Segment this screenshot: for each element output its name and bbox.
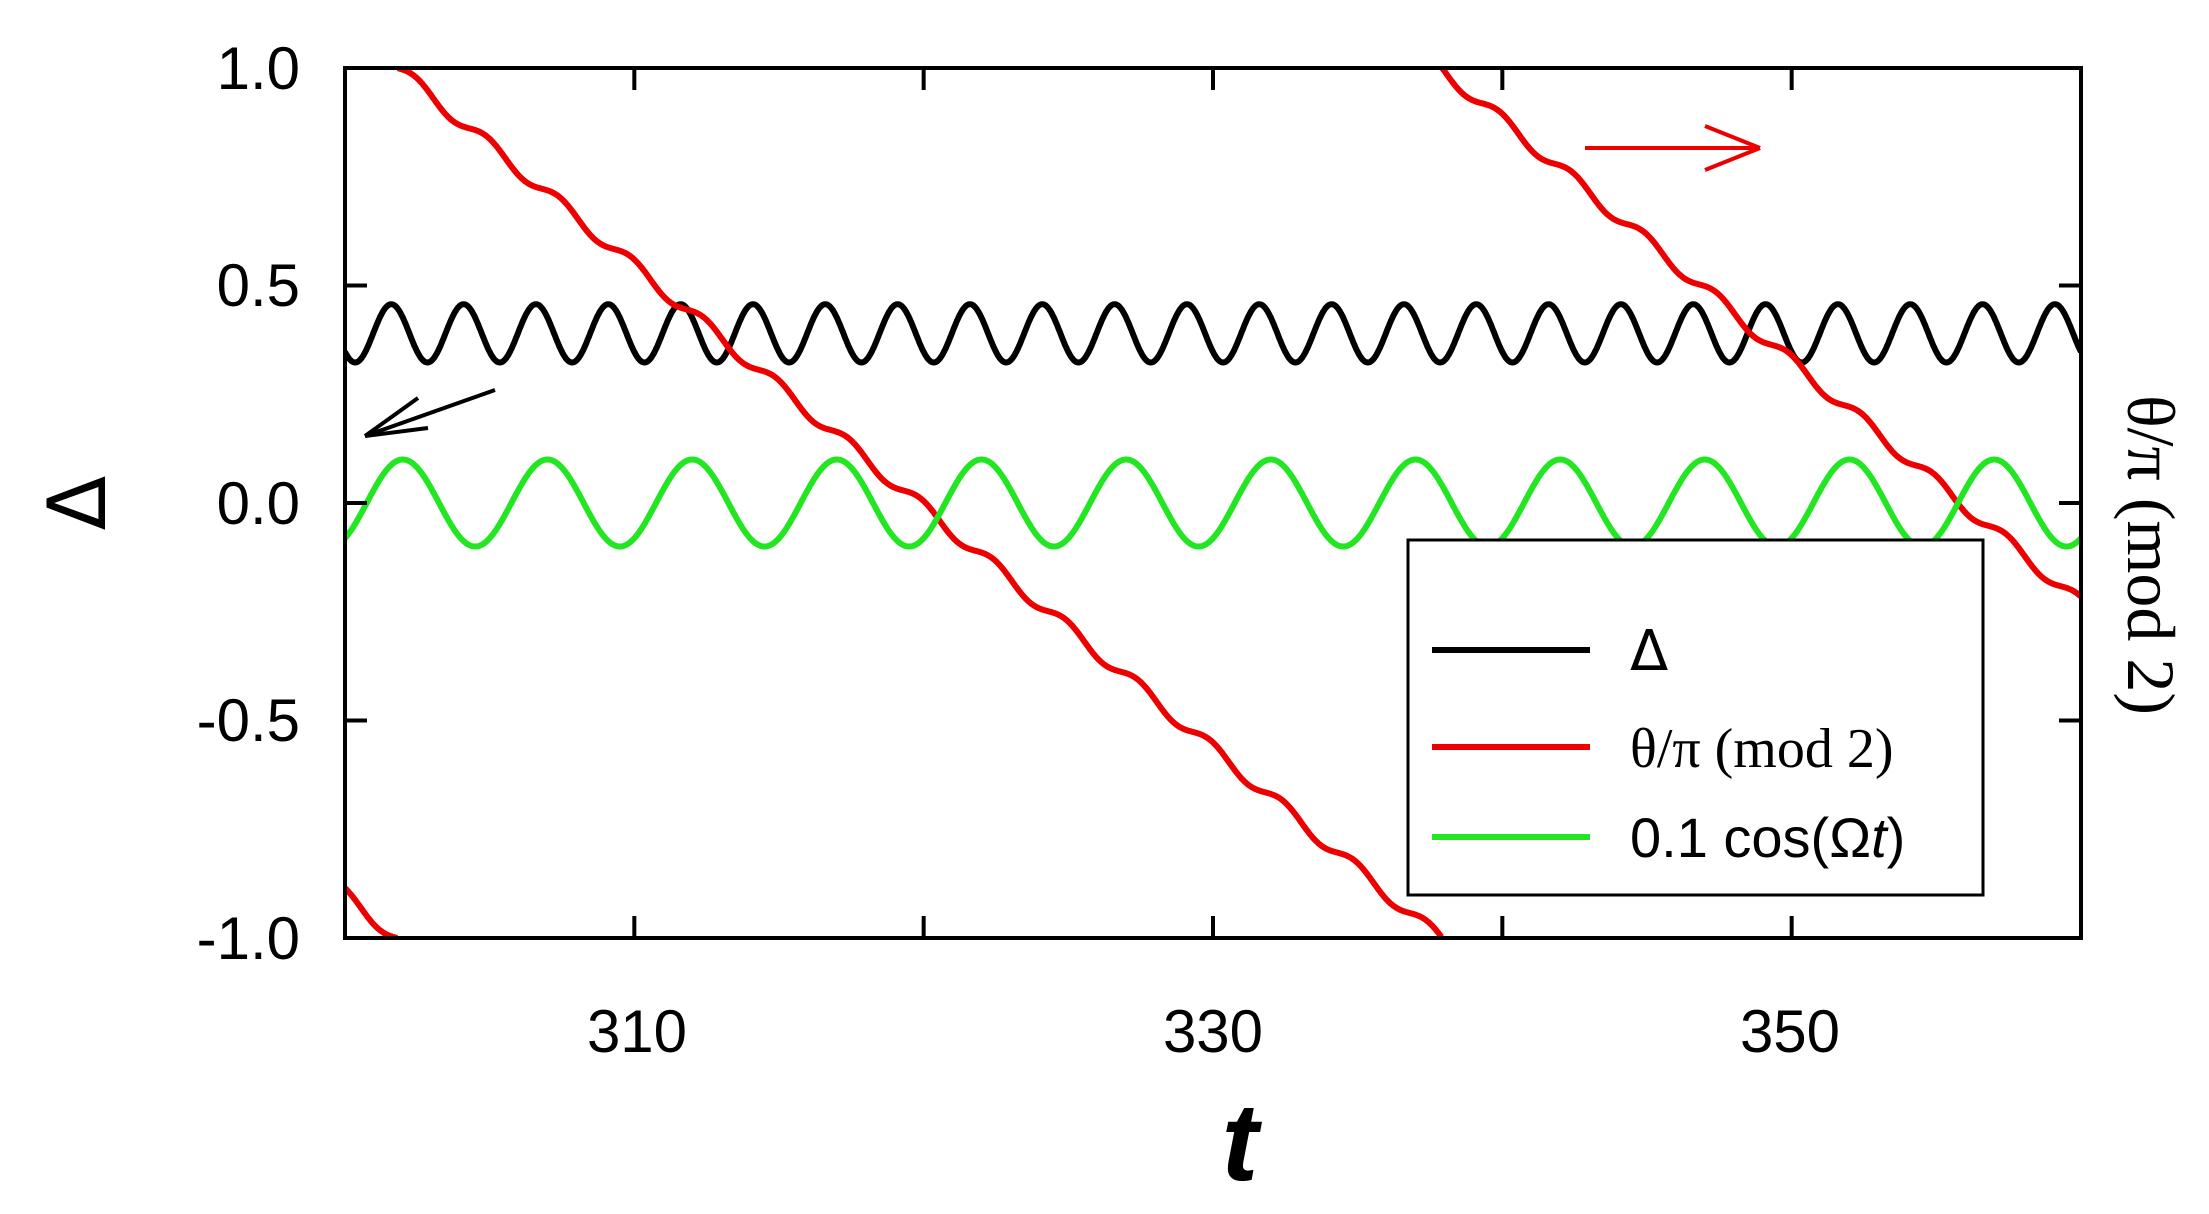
y2-axis-title: θ/π (mod 2) [2113, 395, 2189, 715]
y-tick-label-1.0: 1.0 [217, 35, 300, 102]
y-tick-label-0.5: 0.5 [217, 252, 300, 319]
legend-label-delta: Δ [1630, 619, 1668, 684]
legend-label-cos-var: t [1871, 806, 1889, 869]
series-line-1-segment-2 [1439, 68, 2081, 599]
arrow-right-axis [1585, 124, 1761, 172]
legend: Δ θ/π (mod 2) 0.1 cos(Ωt) [1406, 538, 1985, 897]
y-axis-title: Δ [31, 475, 124, 530]
y-tick-label--0.5: -0.5 [197, 687, 300, 754]
axis-ticks [345, 66, 2081, 940]
legend-label-cos-suffix: ) [1887, 806, 1906, 869]
legend-label-cos-prefix: 0.1 cos(Ω [1630, 806, 1871, 869]
x-tick-label-330: 330 [1163, 998, 1263, 1065]
y-tick-label-0.0: 0.0 [217, 470, 300, 537]
x-tick-label-310: 310 [587, 998, 687, 1065]
series-line-1-segment-1 [395, 68, 1444, 938]
x-tick-label-350: 350 [1740, 998, 1840, 1065]
legend-label-cos: 0.1 cos(Ωt) [1630, 806, 1905, 869]
legend-label-theta: θ/π (mod 2) [1630, 718, 1894, 780]
plot-curves [345, 68, 2081, 938]
x-axis-title: t [1222, 1081, 1263, 1204]
series-line-1-segment-0 [345, 885, 400, 938]
series-line-0-segment-0 [345, 301, 2081, 366]
series-line-2-segment-0 [345, 456, 2081, 550]
arrow-left-axis [363, 388, 496, 438]
y-tick-label--1.0: -1.0 [197, 905, 300, 972]
